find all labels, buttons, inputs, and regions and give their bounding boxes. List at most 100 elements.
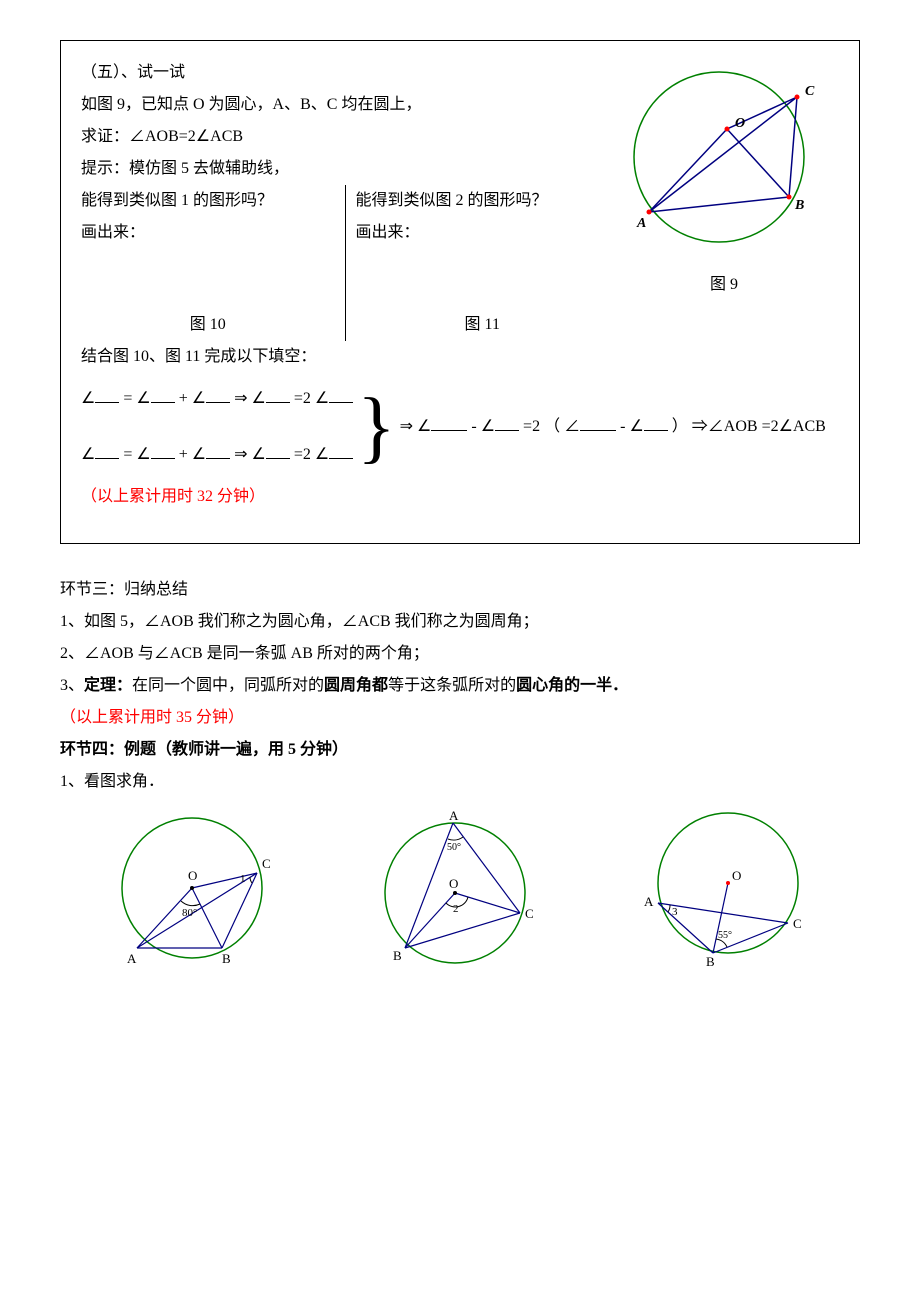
sym-two: =2 [523, 418, 540, 435]
exfig2-label-O: O [449, 876, 458, 891]
fig9-label-A: A [636, 216, 646, 231]
fig9-label-C: C [805, 84, 815, 99]
item3-bold3: 圆心角的一半． [516, 677, 628, 694]
box-timing: （以上累计用时 32 分钟） [81, 481, 839, 513]
blank-field[interactable] [431, 414, 467, 431]
math-left-column: ∠ = ∠ + ∠ ⇒ ∠ =2 ∠ ∠ = ∠ + ∠ ⇒ ∠ =2 ∠ [81, 383, 357, 471]
blank-field[interactable] [151, 442, 175, 459]
section4-heading: 环节四：例题（教师讲一遍，用 5 分钟） [60, 734, 860, 766]
section3-item1: 1、如图 5，∠AOB 我们称之为圆心角，∠ACB 我们称之为圆周角； [60, 606, 860, 638]
exfig3-label-C: C [793, 916, 802, 931]
sym-angle: ∠ [81, 390, 95, 407]
exfig2-angle-arc-50 [448, 837, 463, 840]
math-final: ⇒∠AOB =2∠ACB [692, 418, 826, 435]
exfig1-label-O: O [188, 868, 197, 883]
exfig3-point-O [726, 881, 730, 885]
section4-item1: 1、看图求角． [60, 766, 860, 798]
sym-plus: + [179, 390, 188, 407]
right-brace-icon: } [357, 387, 395, 467]
figure-9-wrapper: O A B C 图 9 [609, 57, 839, 301]
fig9-point-O [725, 127, 730, 132]
item3-prefix: 3、 [60, 677, 84, 694]
figure-11-caption: 图 11 [356, 309, 610, 341]
question-right: 能得到类似图 2 的图形吗？ [356, 185, 610, 217]
blank-field[interactable] [495, 414, 519, 431]
exfig3-BO [713, 883, 728, 953]
sym-angle: ∠ [252, 390, 266, 407]
exfig2-label-C: C [525, 906, 534, 921]
sym-eq: = [123, 390, 132, 407]
exfig1-label-C: C [262, 856, 271, 871]
item3-bold2: 圆周角都 [324, 677, 388, 694]
sym-two: =2 [294, 446, 311, 463]
blank-field[interactable] [580, 414, 616, 431]
sym-angle: ∠ [81, 446, 95, 463]
sym-minus: - [471, 418, 476, 435]
question-left: 能得到类似图 1 的图形吗？ [81, 185, 335, 217]
sym-angle: ∠ [192, 390, 206, 407]
exfig1-angle-arc-80 [181, 901, 200, 906]
draw-right: 画出来： [356, 217, 610, 249]
sym-angle: ∠ [417, 418, 431, 435]
draw-space-left [81, 249, 335, 309]
exfig1-angle-80: 80° [182, 907, 197, 919]
question-left-col: 能得到类似图 1 的图形吗？ 画出来： 图 10 [81, 185, 335, 341]
sym-angle: ∠ [315, 390, 329, 407]
exfig2-label-B: B [393, 948, 402, 963]
exfig3-angle-55: 55° [718, 930, 732, 941]
figure-10-caption: 图 10 [81, 309, 335, 341]
exfig2-label-A: A [449, 808, 459, 823]
blank-field[interactable] [206, 386, 230, 403]
exfig1-label-A: A [127, 951, 137, 966]
math-row-2: ∠ = ∠ + ∠ ⇒ ∠ =2 ∠ [81, 439, 353, 471]
sym-angle: ∠ [136, 446, 150, 463]
fig9-line-OB [727, 129, 789, 197]
fig9-line-OA [649, 129, 727, 212]
sym-angle: ∠ [252, 446, 266, 463]
example-figures-row: O A B C 80° 1 O A B C 50° 2 O A B C [60, 808, 860, 968]
two-column-questions: 能得到类似图 1 的图形吗？ 画出来： 图 10 能得到类似图 2 的图形吗？ … [81, 185, 609, 341]
fig9-point-A [647, 210, 652, 215]
blank-field[interactable] [266, 386, 290, 403]
math-row-1: ∠ = ∠ + ∠ ⇒ ∠ =2 ∠ [81, 383, 353, 415]
math-right-side: ⇒ ∠ - ∠ =2 （ ∠ - ∠ ） ⇒∠AOB =2∠ACB [400, 411, 826, 443]
figure-9-svg: O A B C [619, 57, 829, 257]
item3-mid1: 在同一个圆中，同弧所对的 [132, 677, 324, 694]
sym-implies: ⇒ [234, 390, 247, 407]
blank-field[interactable] [151, 386, 175, 403]
sym-open-paren: （ [544, 418, 560, 435]
combine-line: 结合图 10、图 11 完成以下填空： [81, 341, 839, 373]
question-right-col: 能得到类似图 2 的图形吗？ 画出来： 图 11 [356, 185, 610, 341]
blank-field[interactable] [95, 442, 119, 459]
item3-bold1: 定理： [84, 677, 132, 694]
blank-field[interactable] [266, 442, 290, 459]
blank-field[interactable] [644, 414, 668, 431]
draw-left: 画出来： [81, 217, 335, 249]
example-figure-1: O A B C 80° 1 [102, 808, 282, 968]
math-derivation: ∠ = ∠ + ∠ ⇒ ∠ =2 ∠ ∠ = ∠ + ∠ ⇒ ∠ =2 ∠ [81, 383, 839, 471]
item3-mid2: 等于这条弧所对的 [388, 677, 516, 694]
blank-field[interactable] [95, 386, 119, 403]
exfig3-label-B: B [706, 954, 715, 968]
fig9-point-C [795, 95, 800, 100]
blank-field[interactable] [329, 442, 353, 459]
sym-angle: ∠ [629, 418, 643, 435]
sym-angle: ∠ [315, 446, 329, 463]
exfig2-point-O [453, 891, 457, 895]
sym-eq: = [123, 446, 132, 463]
exfig2-angle-2: 2 [453, 903, 459, 915]
fig9-line-BC [789, 97, 797, 197]
section3-timing: （以上累计用时 35 分钟） [60, 702, 860, 734]
exfig2-AC [453, 823, 520, 913]
exfig2-AB [405, 823, 453, 948]
exfig3-label-O: O [732, 868, 741, 883]
blank-field[interactable] [329, 386, 353, 403]
fig9-label-O: O [735, 116, 745, 131]
blank-field[interactable] [206, 442, 230, 459]
fig9-point-B [787, 195, 792, 200]
example-figure-3: O A B C 3 55° [628, 808, 818, 968]
sym-angle: ∠ [564, 418, 580, 435]
exfig1-label-B: B [222, 951, 231, 966]
exfig2-OB [405, 893, 455, 948]
exfig1-angle-arc-1 [250, 877, 252, 883]
